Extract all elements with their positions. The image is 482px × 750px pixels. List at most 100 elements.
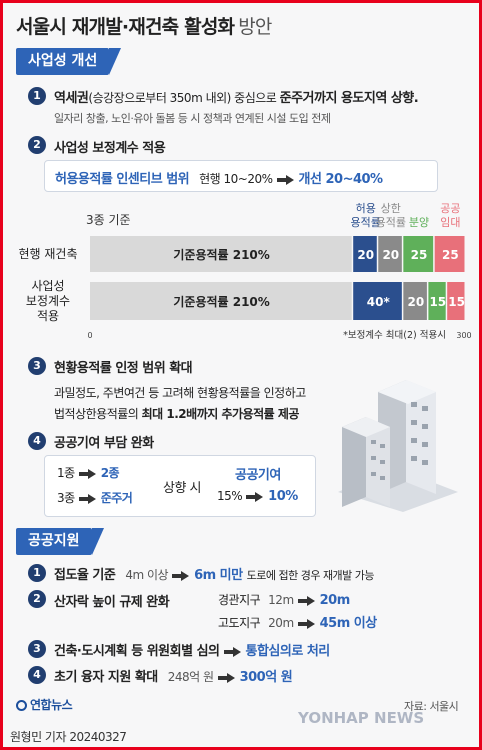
title-sub: 방안 (238, 16, 272, 38)
contribution-to: 10% (268, 489, 298, 504)
bar-label-0-4: 25 (442, 248, 459, 262)
public-contribution-box: 1종 2종 3종 준주거 상향 시 공공기여 15% 10% (44, 455, 316, 517)
section-header-public-support: 공공지원 (16, 528, 103, 555)
item4-number: 4 (28, 432, 46, 450)
s2-a-from: 12m (268, 593, 294, 607)
item3-line2: 법적상한용적률의 최대 1.2배까지 추가용적률 제공 (54, 405, 299, 422)
contribution-rate-row: 15% 10% (217, 489, 298, 504)
bar-label-0-2: 20 (382, 248, 399, 262)
legend-2-line-0: 상한 (381, 202, 401, 215)
category-label-1-1: 보정계수 (26, 294, 70, 308)
s1-heading: 접도율 기준 (54, 568, 116, 583)
arrow-right-icon (78, 468, 97, 479)
bar-label-1-1: 40* (367, 295, 391, 309)
s2-number: 2 (28, 590, 46, 608)
arrow-right-icon (223, 646, 242, 657)
zone1-from: 1종 (57, 466, 75, 480)
category-label-1-2: 적용 (37, 309, 59, 323)
title-main: 서울시 재개발·재건축 활성화 (16, 16, 235, 38)
legend-2-line-1: 용적률 (376, 216, 406, 229)
arrow-right-icon (246, 491, 264, 502)
item3-line2-pre: 법적상한용적률의 (54, 407, 142, 421)
s2-row-a: 경관지구 12m 20m (218, 591, 350, 608)
category-label-0-0: 현행 재건축 (18, 246, 77, 261)
legend-3-line-0: 분양 (409, 216, 429, 229)
legend-4-line-1: 임대 (440, 216, 460, 229)
incentive-improved: 개선 20~40% (298, 172, 384, 187)
contribution-label: 공공기여 (235, 468, 281, 483)
item3-number: 3 (28, 357, 46, 375)
arrow-right-icon (297, 595, 316, 606)
s4-to: 300억 원 (239, 670, 293, 685)
page-title: 서울시 재개발·재건축 활성화 방안 (16, 12, 272, 39)
bar-label-1-3: 15 (429, 295, 446, 309)
yonhap-logo: 연합뉴스 (16, 696, 73, 713)
item1-heading-end: . (413, 91, 419, 106)
yonhap-logo-text: 연합뉴스 (30, 698, 73, 712)
chart-subtitle: 3종 기준 (86, 213, 131, 227)
item3-heading: 현황용적률 인정 범위 확대 (54, 361, 193, 376)
section2-label: 공공지원 (28, 533, 80, 549)
arrow-right-icon (217, 672, 236, 683)
item1-heading-tail: 준주거까지 용도지역 상향 (279, 91, 415, 106)
incentive-current: 현행 10~20% (199, 172, 273, 186)
s1-to: 6m 미만 (194, 568, 243, 583)
bar-0-0 (90, 236, 352, 272)
bar-0-1 (353, 236, 377, 272)
x-tick-0: 0 (87, 331, 92, 340)
arrow-right-icon (172, 570, 190, 581)
s2-row-b: 고도지구 20m 45m 이상 (218, 612, 377, 631)
item1-detail: 일자리 창출, 노인·유아 돌봄 등 시 정책과 연계된 시설 도입 전제 (54, 112, 331, 125)
bar-1-1 (353, 282, 402, 320)
item3-line2-bold: 최대 1.2배까지 추가용적률 제공 (141, 407, 300, 421)
section1-label: 사업성 개선 (28, 53, 98, 69)
incentive-label: 허용용적률 인센티브 범위 (55, 172, 190, 187)
bar-label-1-4: 15 (448, 295, 465, 309)
s3-to: 통합심의로 처리 (245, 644, 331, 659)
legend-4-line-0: 공공 (440, 202, 460, 215)
bar-0-4 (434, 236, 465, 272)
item2-heading: 사업성 보정계수 적용 (54, 141, 166, 156)
item1-number: 1 (28, 87, 46, 105)
bar-label-0-0: 기준용적률 210% (173, 247, 269, 262)
s1-number: 1 (28, 564, 46, 582)
s2-a-label: 경관지구 (218, 593, 261, 607)
arrow-right-icon (297, 618, 316, 629)
bar-0-2 (378, 236, 402, 272)
zone-row-2: 3종 준주거 (57, 489, 133, 506)
s2-b-from: 20m (268, 616, 294, 630)
zone2-to: 준주거 (100, 491, 133, 505)
legend-1-line-1: 용적률 (351, 216, 381, 229)
zone2-from: 3종 (57, 491, 75, 505)
s4-row: 초기 융자 지원 확대 248억 원 300억 원 (54, 666, 293, 685)
chart-note: *보정계수 최대(2) 적용시 (343, 329, 446, 341)
section-header-business: 사업성 개선 (16, 48, 122, 75)
s3-number: 3 (28, 640, 46, 658)
s2-b-label: 고도지구 (218, 616, 261, 630)
bar-1-4 (447, 282, 465, 320)
s2-heading: 산자락 높이 규제 완화 (54, 595, 170, 610)
arrow-right-icon (78, 493, 97, 504)
bar-1-2 (403, 282, 427, 320)
s2-b-to: 45m 이상 (319, 616, 378, 631)
s2-a-to: 20m (319, 593, 351, 608)
bar-1-0 (90, 282, 352, 320)
bar-label-1-0: 기준용적률 210% (173, 294, 269, 309)
s1-from: 4m 이상 (125, 568, 169, 582)
zone-row-1: 1종 2종 (57, 464, 120, 481)
bar-label-0-3: 25 (411, 248, 428, 262)
s4-heading: 초기 융자 지원 확대 (54, 670, 158, 685)
bar-label-0-1: 20 (357, 248, 374, 262)
apartment-buildings-illustration (338, 380, 458, 512)
arrow-right-icon (276, 174, 295, 185)
bar-1-3 (428, 282, 446, 320)
incentive-row: 허용용적률 인센티브 범위 현행 10~20% 개선 20~40% (55, 168, 383, 187)
item4-heading: 공공기여 부담 완화 (54, 436, 154, 451)
s3-row: 건축·도시계획 등 위원회별 심의 통합심의로 처리 (54, 640, 330, 659)
s3-heading: 건축·도시계획 등 위원회별 심의 (54, 644, 220, 659)
s4-from: 248억 원 (167, 670, 214, 684)
incentive-box: 허용용적률 인센티브 범위 현행 10~20% 개선 20~40% (44, 160, 438, 192)
watermark: YONHAP NEWS (298, 709, 425, 727)
